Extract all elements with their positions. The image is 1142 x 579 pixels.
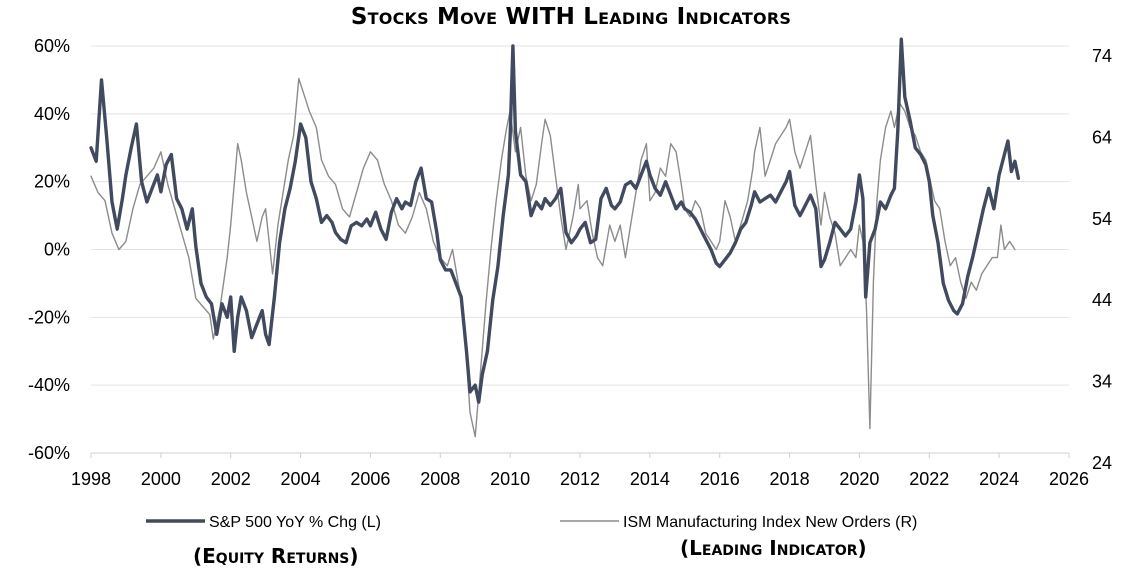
x-tick-label: 2012 bbox=[560, 469, 600, 489]
x-tick-label: 2020 bbox=[839, 469, 879, 489]
x-tick-label: 2026 bbox=[1049, 469, 1089, 489]
legend-ism-label: ISM Manufacturing Index New Orders (R) bbox=[623, 514, 917, 531]
x-tick-label: 2022 bbox=[909, 469, 949, 489]
left-tick-label: 0% bbox=[44, 240, 70, 260]
x-tick-label: 1998 bbox=[71, 469, 111, 489]
left-tick-label: -40% bbox=[28, 375, 70, 395]
left-tick-label: -20% bbox=[28, 307, 70, 327]
right-tick-label: 24 bbox=[1092, 453, 1112, 473]
right-tick-label: 34 bbox=[1092, 372, 1112, 392]
x-tick-label: 2018 bbox=[770, 469, 810, 489]
right-tick-label: 64 bbox=[1092, 127, 1112, 147]
x-tick-label: 2008 bbox=[420, 469, 460, 489]
x-tick-label: 2002 bbox=[211, 469, 251, 489]
legend-sp500-label: S&P 500 YoY % Chg (L) bbox=[209, 514, 381, 531]
right-tick-label: 54 bbox=[1092, 209, 1112, 229]
right-tick-label: 74 bbox=[1092, 46, 1112, 66]
left-tick-label: 20% bbox=[34, 172, 70, 192]
left-tick-label: -60% bbox=[28, 443, 70, 463]
x-tick-label: 2016 bbox=[700, 469, 740, 489]
series-line-ism-new-orders bbox=[90, 77, 1016, 438]
series-layer bbox=[89, 37, 1021, 438]
x-tick-label: 2010 bbox=[490, 469, 530, 489]
subtitle-leading-indicator: (Leading Indicator) bbox=[680, 536, 867, 560]
x-tick-label: 2014 bbox=[630, 469, 670, 489]
x-axis: 1998 2000 2002 2004 2006 2008 2010 2012 2014 2016… bbox=[71, 453, 1089, 489]
series-line-sp500-yoy bbox=[89, 37, 1021, 404]
right-axis: 74 64 54 44 34 24 bbox=[1092, 46, 1112, 473]
left-tick-label: 40% bbox=[34, 104, 70, 124]
right-tick-label: 44 bbox=[1092, 290, 1112, 310]
x-tick-label: 2024 bbox=[979, 469, 1019, 489]
left-axis: 60% 40% 20% 0% -20% -40% -60% bbox=[28, 36, 70, 463]
subtitle-equity-returns: (Equity Returns) bbox=[193, 544, 359, 568]
chart-title: Stocks Move WITH Leading Indicators bbox=[350, 4, 792, 30]
grid-lines bbox=[91, 45, 1069, 386]
x-tick-label: 2004 bbox=[281, 469, 321, 489]
legend: S&P 500 YoY % Chg (L) ISM Manufacturing I… bbox=[146, 514, 917, 531]
left-tick-label: 60% bbox=[34, 36, 70, 56]
x-tick-label: 2006 bbox=[350, 469, 390, 489]
x-tick-label: 2000 bbox=[141, 469, 181, 489]
